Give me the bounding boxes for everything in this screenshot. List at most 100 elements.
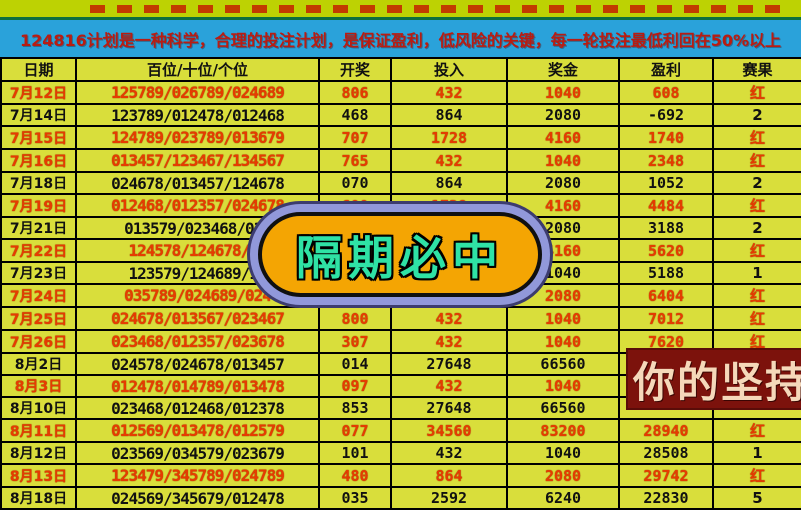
cell-stake: 864 [390,103,508,127]
cell-result: 2 [712,171,801,195]
cell-prize: 1040 [506,329,620,354]
cell-result: 红 [712,193,801,218]
cell-combo: 023569/034579/023679 [75,441,320,465]
cell-prize: 66560 [506,396,620,420]
table-row: 8月13日 123479/345789/024789 480 864 2080 29742… [0,463,801,488]
table-row: 8月11日 012569/013478/012579 077 34560 83200 28… [0,418,801,443]
cell-draw: 480 [318,463,392,488]
cell-profit: 1740 [618,125,714,150]
cell-result: 红 [712,148,801,173]
table-header-row: 日期 百位/十位/个位 开奖 投入 奖金 盈利 赛果 [0,57,801,82]
cell-prize: 2080 [506,103,620,127]
cell-date: 7月25日 [0,306,77,331]
cell-profit: 608 [618,80,714,105]
table-row: 8月12日 023569/034579/023679 101 432 1040 28508… [0,441,801,465]
cell-combo: 024578/024678/013457 [75,352,320,376]
cell-combo: 012468/012357/024678 [75,193,320,218]
cell-draw: 468 [318,103,392,127]
cell-prize: 2080 [506,171,620,195]
cell-prize: 1040 [506,374,620,398]
cell-draw: 077 [318,418,392,443]
cell-draw: 307 [318,329,392,354]
cell-result: 5 [712,486,801,510]
table-row: 7月12日 125789/026789/024689 806 432 1040 608 红 [0,80,801,105]
cell-stake: 34560 [390,418,508,443]
cell-stake: 864 [390,171,508,195]
cell-combo: 024678/013457/124678 [75,171,320,195]
cell-stake: 1728 [390,125,508,150]
cell-profit: 3188 [618,216,714,240]
cell-combo: 124789/023789/013679 [75,125,320,150]
cell-stake: 432 [390,374,508,398]
cell-draw: 707 [318,125,392,150]
cell-date: 7月15日 [0,125,77,150]
cell-result: 2 [712,216,801,240]
cell-combo: 123789/012478/012468 [75,103,320,127]
cell-date: 7月24日 [0,283,77,308]
cell-combo: 123479/345789/024789 [75,463,320,488]
cell-result: 红 [712,463,801,488]
cell-result: 红 [712,80,801,105]
persistence-overlay: 你的坚持 [628,350,801,408]
cell-prize: 2080 [506,283,620,308]
top-clipped-text-strip [0,0,801,20]
table-row: 7月26日 023468/012357/023678 307 432 1040 7620 红 [0,329,801,354]
header-result: 赛果 [712,57,801,82]
clipped-red-text-decoration [90,5,791,13]
cell-draw: 070 [318,171,392,195]
cell-result: 红 [712,238,801,263]
cell-profit: 22830 [618,486,714,510]
cell-combo: 012478/014789/013478 [75,374,320,398]
cell-prize: 83200 [506,418,620,443]
table-body: 7月12日 125789/026789/024689 806 432 1040 608 红 7… [0,80,801,510]
cell-profit: 28508 [618,441,714,465]
cell-prize: 6240 [506,486,620,510]
cell-date: 8月13日 [0,463,77,488]
table-row: 8月18日 024569/345679/012478 035 2592 6240 2283… [0,486,801,510]
guaranteed-win-badge-text: 隔期必中 [296,230,504,285]
cell-draw: 806 [318,80,392,105]
cell-date: 7月21日 [0,216,77,240]
cell-combo: 024569/345679/012478 [75,486,320,510]
cell-combo: 024678/013567/023467 [75,306,320,331]
cell-date: 7月19日 [0,193,77,218]
header-draw: 开奖 [318,57,392,82]
cell-prize: 1040 [506,80,620,105]
cell-result: 2 [712,103,801,127]
cell-profit: 5188 [618,261,714,285]
cell-date: 8月18日 [0,486,77,510]
cell-combo: 012569/013478/012579 [75,418,320,443]
cell-combo: 023468/012468/012378 [75,396,320,420]
cell-profit: 6404 [618,283,714,308]
cell-draw: 035 [318,486,392,510]
plan-description-text: 124816计划是一种科学，合理的投注计划，是保证盈利，低风险的关键，每一轮投注… [19,30,782,50]
table-row: 7月14日 123789/012478/012468 468 864 2080 -692 2 [0,103,801,127]
cell-date: 7月14日 [0,103,77,127]
cell-date: 7月22日 [0,238,77,263]
cell-date: 7月16日 [0,148,77,173]
cell-date: 7月18日 [0,171,77,195]
guaranteed-win-badge: 隔期必中 [258,212,542,297]
persistence-overlay-text: 你的坚持 [633,357,801,407]
cell-stake: 27648 [390,352,508,376]
cell-prize: 2080 [506,463,620,488]
cell-result: 1 [712,261,801,285]
cell-result: 红 [712,306,801,331]
header-prize: 奖金 [506,57,620,82]
cell-stake: 432 [390,80,508,105]
cell-draw: 765 [318,148,392,173]
cell-profit: 5620 [618,238,714,263]
cell-date: 7月26日 [0,329,77,354]
header-profit: 盈利 [618,57,714,82]
betting-plan-table: 日期 百位/十位/个位 开奖 投入 奖金 盈利 赛果 7月12日 125789/0… [0,57,801,510]
cell-date: 7月12日 [0,80,77,105]
cell-draw: 097 [318,374,392,398]
cell-date: 8月2日 [0,352,77,376]
cell-stake: 2592 [390,486,508,510]
cell-stake: 432 [390,329,508,354]
cell-date: 7月23日 [0,261,77,285]
header-stake: 投入 [390,57,508,82]
table-row: 7月16日 013457/123467/134567 765 432 1040 2348 红 [0,148,801,173]
cell-stake: 864 [390,463,508,488]
cell-combo: 125789/026789/024689 [75,80,320,105]
